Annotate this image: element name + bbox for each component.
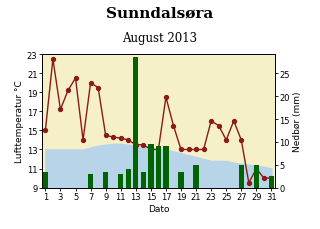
Bar bbox=[126, 169, 131, 188]
Bar bbox=[118, 174, 124, 188]
Text: August 2013: August 2013 bbox=[123, 32, 197, 45]
Bar bbox=[193, 165, 199, 188]
Text: Sunndalsøra: Sunndalsøra bbox=[106, 7, 214, 21]
Bar bbox=[239, 165, 244, 188]
Bar bbox=[103, 172, 108, 188]
Bar bbox=[269, 176, 274, 188]
Bar bbox=[178, 172, 184, 188]
Y-axis label: Lufttemperatur °C: Lufttemperatur °C bbox=[15, 80, 24, 163]
Bar bbox=[156, 147, 161, 188]
Bar bbox=[148, 144, 154, 188]
Bar bbox=[133, 58, 139, 188]
X-axis label: Dato: Dato bbox=[148, 204, 169, 213]
Bar bbox=[254, 165, 259, 188]
Y-axis label: Nedbør (mm): Nedbør (mm) bbox=[293, 91, 302, 152]
Bar bbox=[88, 174, 93, 188]
Bar bbox=[141, 172, 146, 188]
Bar bbox=[43, 172, 48, 188]
Bar bbox=[163, 147, 169, 188]
